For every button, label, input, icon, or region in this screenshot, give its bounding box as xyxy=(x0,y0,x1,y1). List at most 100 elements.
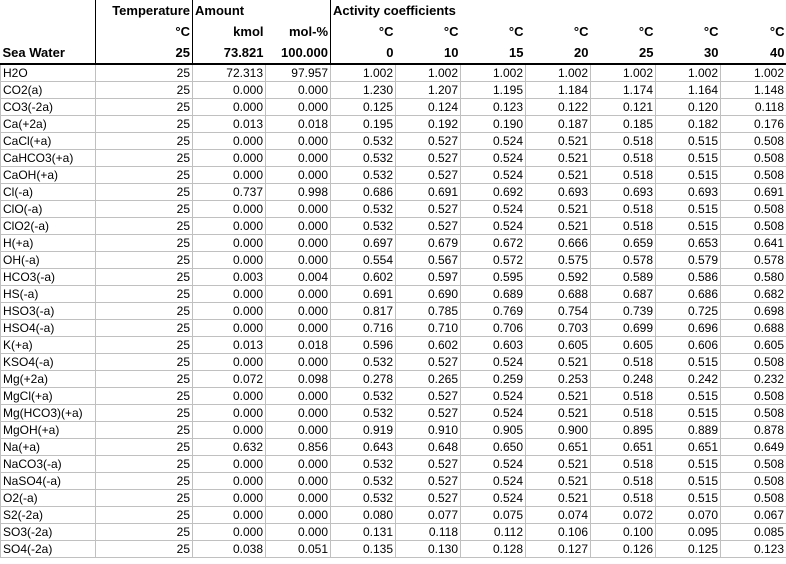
value-cell: 0.242 xyxy=(655,370,721,388)
value-cell: 0.100 xyxy=(590,523,656,541)
value-cell: 0.072 xyxy=(192,370,266,388)
row: HS(-a) 25 0.000 0.000 0.691 0.690 0.689 0.688 0.… xyxy=(0,285,786,303)
value-cell: 0.527 xyxy=(395,132,461,150)
value-cell: 0.595 xyxy=(460,268,526,286)
value-cell: 0.521 xyxy=(525,404,591,422)
value-cell: 25 xyxy=(95,302,193,320)
value-cell: 0.527 xyxy=(395,200,461,218)
value-cell: 0.579 xyxy=(655,251,721,269)
value-cell: 0.135 xyxy=(330,540,396,558)
value-cell: 0.693 xyxy=(590,183,656,201)
value-cell: 0.697 xyxy=(330,234,396,252)
value-cell: 1.207 xyxy=(395,81,461,99)
value-cell: 0.000 xyxy=(192,200,266,218)
value-cell: 0.106 xyxy=(525,523,591,541)
header-value: 100.000 xyxy=(265,42,331,65)
value-cell: 1.002 xyxy=(460,63,526,82)
row: Ca(+2a) 25 0.013 0.018 0.195 0.192 0.190 0.187 0… xyxy=(0,115,786,133)
value-cell: 0.648 xyxy=(395,438,461,456)
value-cell: 0.000 xyxy=(192,149,266,167)
value-cell: 0.000 xyxy=(265,387,331,405)
value-cell: 0.051 xyxy=(265,540,331,558)
value-cell: 0.000 xyxy=(192,489,266,507)
row: MgCl(+a) 25 0.000 0.000 0.532 0.527 0.524 0.521… xyxy=(0,387,786,405)
value-cell: 0.515 xyxy=(655,132,721,150)
value-cell: 0.000 xyxy=(192,81,266,99)
value-cell: 25 xyxy=(95,149,193,167)
value-cell: 0.515 xyxy=(655,200,721,218)
value-cell: 0.518 xyxy=(590,472,656,490)
species-name: Ca(+2a) xyxy=(0,115,96,133)
value-cell: 1.002 xyxy=(525,63,591,82)
value-cell: 25 xyxy=(95,489,193,507)
value-cell: 25 xyxy=(95,115,193,133)
value-cell: 0.672 xyxy=(460,234,526,252)
value-cell: 0.532 xyxy=(330,404,396,422)
value-cell: 0.000 xyxy=(265,472,331,490)
value-cell: 0.176 xyxy=(719,115,786,133)
value-cell: 0.515 xyxy=(655,404,721,422)
species-name: OH(-a) xyxy=(0,251,96,269)
value-cell: 0.578 xyxy=(590,251,656,269)
value-cell: 25 xyxy=(95,81,193,99)
value-cell: 0.605 xyxy=(719,336,786,354)
value-cell: 0.602 xyxy=(330,268,396,286)
value-cell: 0.527 xyxy=(395,217,461,235)
species-name: NaSO4(-a) xyxy=(0,472,96,490)
value-cell: 0.518 xyxy=(590,217,656,235)
value-cell: 0.000 xyxy=(265,132,331,150)
value-cell: 0.521 xyxy=(525,217,591,235)
header-value: 30 xyxy=(655,42,721,65)
value-cell: 0.527 xyxy=(395,387,461,405)
value-cell: 0.000 xyxy=(192,353,266,371)
value-cell: 0.000 xyxy=(192,251,266,269)
value-cell: 0.524 xyxy=(460,455,526,473)
value-cell: 1.164 xyxy=(655,81,721,99)
value-cell: 0.686 xyxy=(330,183,396,201)
value-cell: 0.527 xyxy=(395,404,461,422)
row: Cl(-a) 25 0.737 0.998 0.686 0.691 0.692 0.693 0.… xyxy=(0,183,786,201)
value-cell: 0.080 xyxy=(330,506,396,524)
value-cell: 0.000 xyxy=(265,285,331,303)
value-cell: 0.518 xyxy=(590,166,656,184)
value-cell: 0.000 xyxy=(192,285,266,303)
species-name: MgOH(+a) xyxy=(0,421,96,439)
value-cell: 0.650 xyxy=(460,438,526,456)
value-cell: 0.004 xyxy=(265,268,331,286)
value-cell: 25 xyxy=(95,200,193,218)
value-cell: 25 xyxy=(95,472,193,490)
value-cell: 0.521 xyxy=(525,132,591,150)
row: HSO3(-a) 25 0.000 0.000 0.817 0.785 0.769 0.754… xyxy=(0,302,786,320)
species-name: ClO2(-a) xyxy=(0,217,96,235)
value-cell: 0.508 xyxy=(719,149,786,167)
value-cell: 0.121 xyxy=(590,98,656,116)
value-cell: 0.182 xyxy=(655,115,721,133)
header-cell: Activity coefficients xyxy=(329,0,786,21)
value-cell: 0.072 xyxy=(590,506,656,524)
value-cell: 0.596 xyxy=(330,336,396,354)
value-cell: 0.524 xyxy=(460,149,526,167)
species-name: S2(-2a) xyxy=(0,506,96,524)
value-cell: 0.518 xyxy=(590,455,656,473)
unit-label: °C xyxy=(703,24,719,39)
value-cell: 0.524 xyxy=(460,489,526,507)
species-name: CaCl(+a) xyxy=(0,132,96,150)
value-cell: 1.174 xyxy=(590,81,656,99)
value-cell: 0.688 xyxy=(525,285,591,303)
species-name: HSO4(-a) xyxy=(0,319,96,337)
value-cell: 0.651 xyxy=(655,438,721,456)
unit-label: °C xyxy=(769,24,785,39)
value-cell: 25 xyxy=(95,217,193,235)
row: ClO2(-a) 25 0.000 0.000 0.532 0.527 0.524 0.521… xyxy=(0,217,786,235)
value-cell: 0.508 xyxy=(719,353,786,371)
value-cell: 0.518 xyxy=(590,353,656,371)
value-cell: 0.000 xyxy=(265,234,331,252)
value-cell: 1.002 xyxy=(655,63,721,82)
value-cell: 0.112 xyxy=(460,523,526,541)
header-value: 40 xyxy=(720,42,786,65)
row-label: Sea Water xyxy=(0,42,96,65)
value-cell: 0.000 xyxy=(265,421,331,439)
value-cell: 0.889 xyxy=(655,421,721,439)
row: S2(-2a) 25 0.000 0.000 0.080 0.077 0.075 0.074 0… xyxy=(0,506,786,524)
